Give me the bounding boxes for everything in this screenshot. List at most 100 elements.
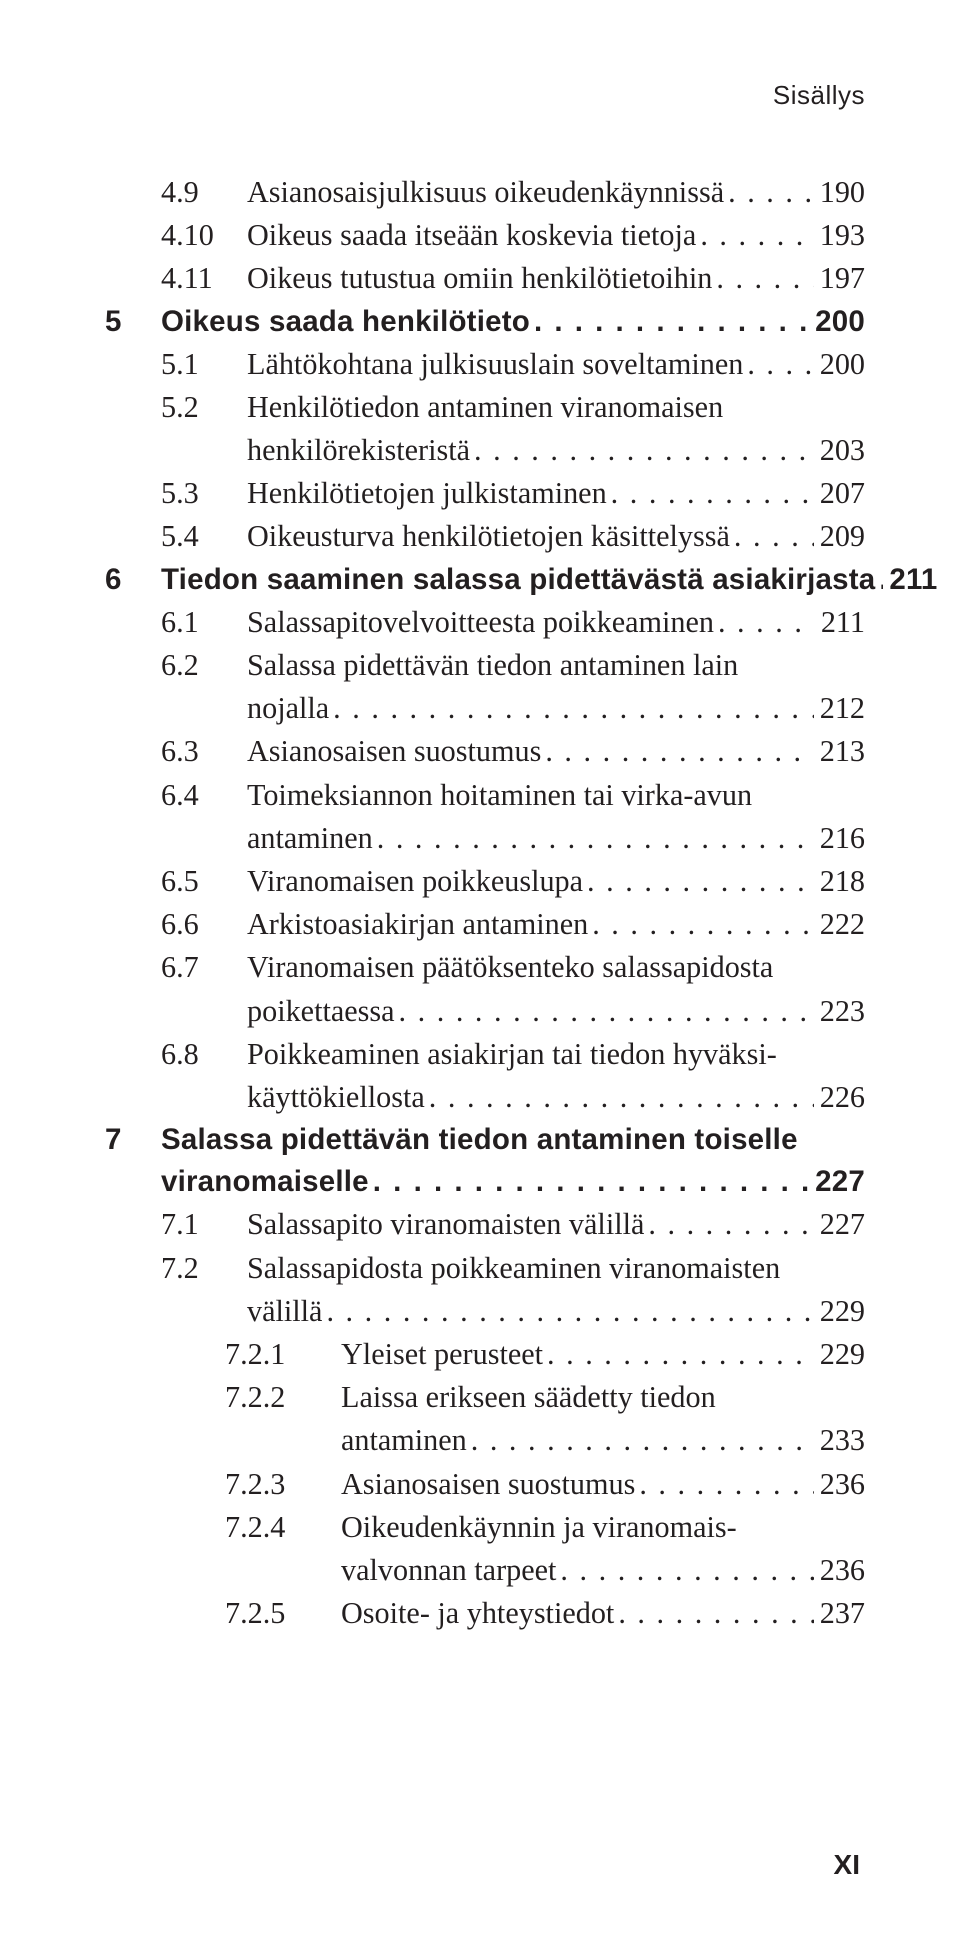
toc-entry: 5Oikeus saada henkilötieto200: [105, 301, 865, 343]
toc-entry: 6.4Toimeksiannon hoitaminen tai virka-av…: [105, 774, 865, 817]
toc-title: Asianosaisen suostumus: [341, 1463, 635, 1506]
toc-leader: [730, 515, 814, 558]
toc-number: 4.9: [161, 171, 247, 214]
toc-number: 5.1: [161, 343, 247, 386]
toc-page: 200: [814, 343, 865, 386]
toc-leader: [635, 1463, 813, 1506]
toc-title: Osoite- ja yhteystiedot: [341, 1592, 614, 1635]
toc-page: 236: [814, 1549, 865, 1592]
toc-leader: [373, 817, 814, 860]
toc-leader: [322, 1290, 813, 1333]
toc-title-cont: henkilörekisteristä: [247, 429, 470, 472]
toc-number: 6.4: [161, 774, 247, 817]
toc-entry: 5.4Oikeusturva henkilötietojen käsittely…: [105, 515, 865, 558]
toc-title-cont: valvonnan tarpeet: [341, 1549, 556, 1592]
toc-entry-continuation: välillä229: [105, 1290, 865, 1333]
toc-page: 200: [809, 301, 865, 343]
toc-title: Salassa pidettävän tiedon antaminen tois…: [161, 1119, 798, 1161]
toc-number: 7.2.5: [225, 1592, 341, 1635]
toc-number: 7.2.3: [225, 1463, 341, 1506]
toc-entry: 7.1Salassapito viranomaisten välillä227: [105, 1203, 865, 1246]
toc-leader: [556, 1549, 813, 1592]
toc-number: 5.3: [161, 472, 247, 515]
toc-page: 226: [814, 1076, 865, 1119]
toc-title-cont: käyttökiellosta: [247, 1076, 425, 1119]
toc-leader: [543, 1333, 814, 1376]
toc-page: 233: [814, 1419, 865, 1462]
page-number: XI: [834, 1849, 860, 1881]
toc-entry: 6.7Viranomaisen päätöksenteko salassapid…: [105, 946, 865, 989]
toc-title: Viranomaisen päätöksenteko salassapidost…: [247, 946, 773, 989]
toc-title-cont: poikettaessa: [247, 990, 395, 1033]
toc-page: 227: [809, 1161, 865, 1203]
toc-title: Oikeus saada itseään koskevia tietoja: [247, 214, 696, 257]
toc-title: Toimeksiannon hoitaminen tai virka-avun: [247, 774, 752, 817]
toc-entry: 4.10Oikeus saada itseään koskevia tietoj…: [105, 214, 865, 257]
document-page: Sisällys 4.9Asianosaisjulkisuus oikeuden…: [0, 0, 960, 1941]
toc-number: 6.5: [161, 860, 247, 903]
toc-entry: 5.3Henkilötietojen julkistaminen207: [105, 472, 865, 515]
toc-number: 6.7: [161, 946, 247, 989]
toc-page: 211: [883, 559, 937, 601]
toc-title: Tiedon saaminen salassa pidettävästä asi…: [161, 559, 875, 601]
toc-title: Viranomaisen poikkeuslupa: [247, 860, 583, 903]
toc-number: 6.6: [161, 903, 247, 946]
toc-leader: [712, 257, 813, 300]
toc-page: 212: [814, 687, 865, 730]
toc-number: 7.2.4: [225, 1506, 341, 1549]
toc-leader: [467, 1419, 814, 1462]
toc-number: 5: [105, 301, 161, 343]
toc-number: 7: [105, 1119, 161, 1161]
toc-entry: 7.2.5Osoite- ja yhteystiedot 237: [105, 1592, 865, 1635]
toc-page: 207: [814, 472, 865, 515]
toc-page: 209: [814, 515, 865, 558]
toc-entry-continuation: käyttökiellosta 226: [105, 1076, 865, 1119]
toc-number: 6.3: [161, 730, 247, 773]
toc-title-cont: antaminen: [247, 817, 373, 860]
toc-title: Yleiset perusteet: [341, 1333, 543, 1376]
toc-title: Salassapidosta poikkeaminen viranomaiste…: [247, 1247, 780, 1290]
toc-entry: 6.3Asianosaisen suostumus213: [105, 730, 865, 773]
toc-entry: 5.1Lähtökohtana julkisuuslain soveltamin…: [105, 343, 865, 386]
toc-entry-continuation: henkilörekisteristä 203: [105, 429, 865, 472]
toc-title: Salassa pidettävän tiedon antaminen lain: [247, 644, 738, 687]
toc-entry: 7.2.3Asianosaisen suostumus 236: [105, 1463, 865, 1506]
toc-entry-continuation: nojalla 212: [105, 687, 865, 730]
toc-entry-continuation: poikettaessa223: [105, 990, 865, 1033]
toc-leader: [425, 1076, 814, 1119]
toc-leader: [369, 1161, 809, 1203]
toc-leader: [470, 429, 814, 472]
toc-title-cont: nojalla: [247, 687, 329, 730]
toc-leader: [395, 990, 814, 1033]
toc-page: 236: [814, 1463, 865, 1506]
toc-entry: 7.2.4Oikeudenkäynnin ja viranomais-: [105, 1506, 865, 1549]
toc-entry: 7.2.2Laissa erikseen säädetty tiedon: [105, 1376, 865, 1419]
toc-page: 218: [814, 860, 865, 903]
toc-title: Salassapito viranomaisten välillä: [247, 1203, 644, 1246]
toc-title: Oikeus tutustua omiin henkilötietoihin: [247, 257, 712, 300]
toc-title: Oikeusturva henkilötietojen käsittelyssä: [247, 515, 730, 558]
toc-number: 4.10: [161, 214, 247, 257]
toc-page: 203: [814, 429, 865, 472]
toc-title: Henkilötiedon antaminen viranomaisen: [247, 386, 723, 429]
toc-leader: [588, 903, 814, 946]
toc-number: 7.2.2: [225, 1376, 341, 1419]
toc-title: Laissa erikseen säädetty tiedon: [341, 1376, 716, 1419]
toc-title: Lähtökohtana julkisuuslain soveltaminen: [247, 343, 743, 386]
toc-page: 216: [814, 817, 865, 860]
toc-entry: 5.2Henkilötiedon antaminen viranomaisen: [105, 386, 865, 429]
toc-entry: 4.11Oikeus tutustua omiin henkilötietoih…: [105, 257, 865, 300]
toc-entry: 6.8Poikkeaminen asiakirjan tai tiedon hy…: [105, 1033, 865, 1076]
toc-title: Poikkeaminen asiakirjan tai tiedon hyväk…: [247, 1033, 777, 1076]
toc-number: 6.1: [161, 601, 247, 644]
toc-entry: 6.5Viranomaisen poikkeuslupa 218: [105, 860, 865, 903]
toc-number: 7.2.1: [225, 1333, 341, 1376]
toc-entry: 6.2Salassa pidettävän tiedon antaminen l…: [105, 644, 865, 687]
toc-leader: [696, 214, 813, 257]
toc-entry: 6.1Salassapitovelvoitteesta poikkeaminen…: [105, 601, 865, 644]
toc-leader: [329, 687, 814, 730]
toc-entry: 7.2.1Yleiset perusteet229: [105, 1333, 865, 1376]
toc-page: 237: [814, 1592, 865, 1635]
toc-entry-continuation: antaminen 216: [105, 817, 865, 860]
toc-leader: [583, 860, 814, 903]
